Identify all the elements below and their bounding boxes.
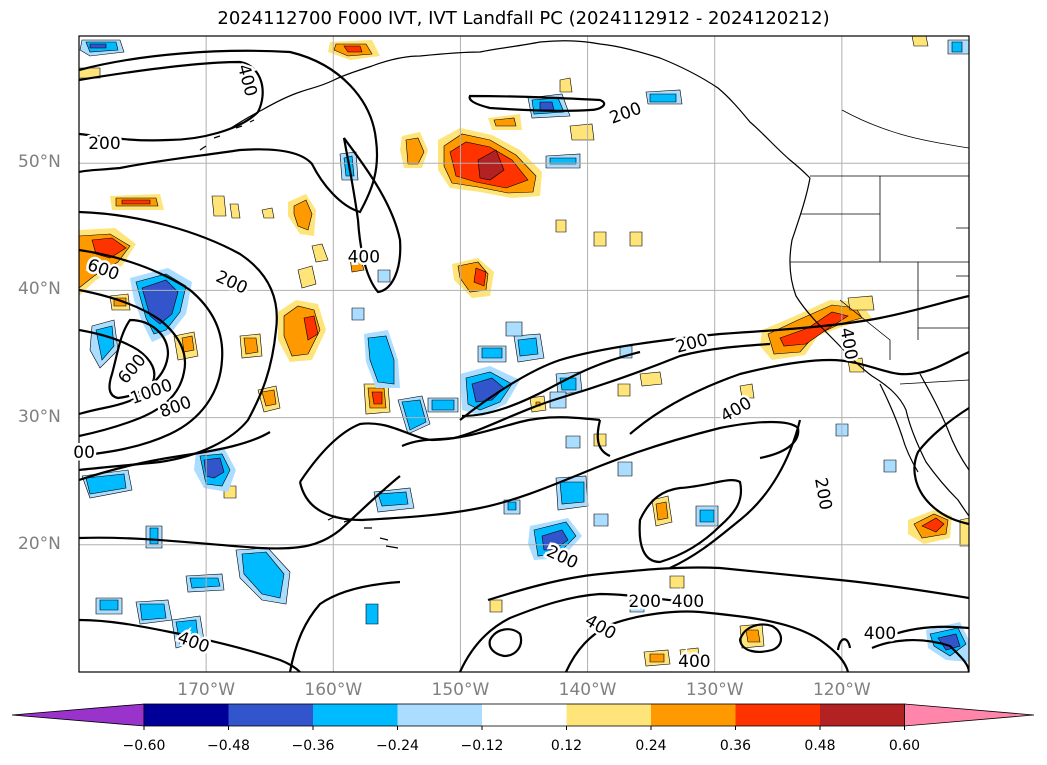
island-chain	[199, 119, 255, 151]
contour-line	[836, 638, 852, 651]
colorbar	[11, 703, 1035, 730]
contour-line	[79, 49, 379, 214]
contour-line	[298, 420, 800, 522]
contour-line	[596, 419, 611, 458]
colorbar-tick-label: −0.24	[376, 738, 419, 754]
colorbar-segment	[482, 704, 567, 726]
colorbar-segment	[566, 704, 651, 726]
contour-label: 200	[88, 134, 120, 154]
contour-line	[288, 580, 401, 672]
contour-label: 200	[607, 99, 644, 129]
colorbar-segment	[397, 704, 482, 726]
lat-tick-label: 20°N	[18, 533, 61, 554]
contour-label: 200	[213, 267, 251, 299]
colorbar-tick-label: −0.60	[122, 738, 166, 754]
colorbar-extend-high	[904, 703, 1035, 727]
contour-line	[488, 628, 523, 658]
contour-label-halo: 200	[629, 592, 661, 612]
contour-line	[629, 350, 969, 435]
contour-line	[342, 137, 402, 294]
contour-label-halo: 400	[678, 652, 710, 672]
hawaii-islands	[327, 515, 399, 549]
alaska-coastline	[227, 40, 811, 179]
baja-california	[879, 383, 919, 473]
contour-line	[79, 248, 224, 458]
contour-label: 400	[672, 592, 704, 612]
gulf-of-california	[919, 373, 969, 471]
state-borders	[790, 109, 969, 385]
colorbar-segment	[144, 704, 229, 726]
contour-label-halo: 400	[864, 624, 896, 644]
positive-anomaly-area	[79, 36, 969, 667]
contour-label: 00	[73, 443, 95, 463]
contour-line	[459, 294, 969, 421]
colorbar-tick-label: 0.60	[888, 738, 921, 754]
contour-line	[79, 210, 278, 472]
contour-label: 400	[678, 652, 710, 672]
north-america-west-coast	[789, 177, 969, 517]
lat-tick-label: 30°N	[18, 406, 61, 427]
colorbar-segment	[228, 704, 313, 726]
contour-label: 400	[233, 62, 261, 99]
contour-label-halo: 400	[672, 592, 704, 612]
lon-tick-label: 130°W	[685, 680, 744, 700]
lon-tick-label: 120°W	[812, 680, 871, 700]
contour-label: 400	[581, 611, 619, 645]
ivt-contours	[79, 49, 969, 672]
contour-line	[79, 288, 187, 438]
contour-line	[487, 566, 969, 602]
colorbar-tick-label: 0.12	[550, 738, 583, 754]
contour-label-halo: 200	[88, 134, 120, 154]
contour-label: 400	[348, 247, 380, 267]
colorbar-tick-label: 0.48	[804, 738, 836, 754]
colorbar-tick-label: −0.12	[460, 738, 504, 754]
contour-line	[461, 350, 641, 418]
lat-tick-label: 40°N	[18, 279, 61, 300]
colorbar-extend-low	[11, 703, 145, 727]
contour-label-halo: 00	[73, 443, 95, 463]
map-title: 2024112700 F000 IVT, IVT Landfall PC (20…	[217, 8, 830, 29]
colorbar-tick-label: −0.36	[291, 738, 335, 754]
contour-line	[871, 638, 969, 672]
contour-label: 200	[674, 330, 711, 358]
contour-line	[638, 479, 743, 564]
colorbar-segment	[820, 704, 905, 726]
map-frame	[78, 35, 970, 673]
ivt-shading	[79, 36, 969, 667]
contour-line	[79, 618, 301, 672]
colorbar-segment	[313, 704, 398, 726]
colorbar-tick-label: −0.48	[207, 738, 250, 754]
contour-label-halo: 400	[348, 247, 380, 267]
lon-tick-label: 140°W	[558, 680, 617, 700]
contour-line	[669, 419, 802, 569]
contour-line	[468, 94, 606, 112]
contour-line	[299, 416, 601, 483]
contour-line	[79, 475, 401, 550]
contour-line	[913, 407, 969, 526]
contour-line	[79, 431, 271, 482]
contour-line	[564, 610, 850, 672]
contour-line	[879, 625, 969, 641]
contour-label: 400	[836, 326, 861, 361]
contour-label: 200	[543, 542, 581, 574]
contour-label: 200	[810, 476, 835, 511]
colorbar-tick-label: 0.24	[635, 738, 667, 754]
colorbar-segment	[735, 704, 820, 726]
lon-tick-label: 160°W	[304, 680, 363, 700]
contour-label: 200	[629, 592, 661, 612]
coastline	[199, 40, 969, 549]
colorbar-frame	[143, 703, 905, 727]
colorbar-tick-label: 0.36	[719, 738, 752, 754]
lon-tick-label: 170°W	[177, 680, 236, 700]
contour-line	[458, 592, 691, 672]
contour-label: 400	[864, 624, 896, 644]
contour-line	[108, 318, 170, 400]
lat-tick-label: 50°N	[18, 152, 61, 173]
colorbar-segment	[651, 704, 736, 726]
contour-line	[738, 623, 783, 653]
lon-tick-label: 150°W	[431, 680, 490, 700]
